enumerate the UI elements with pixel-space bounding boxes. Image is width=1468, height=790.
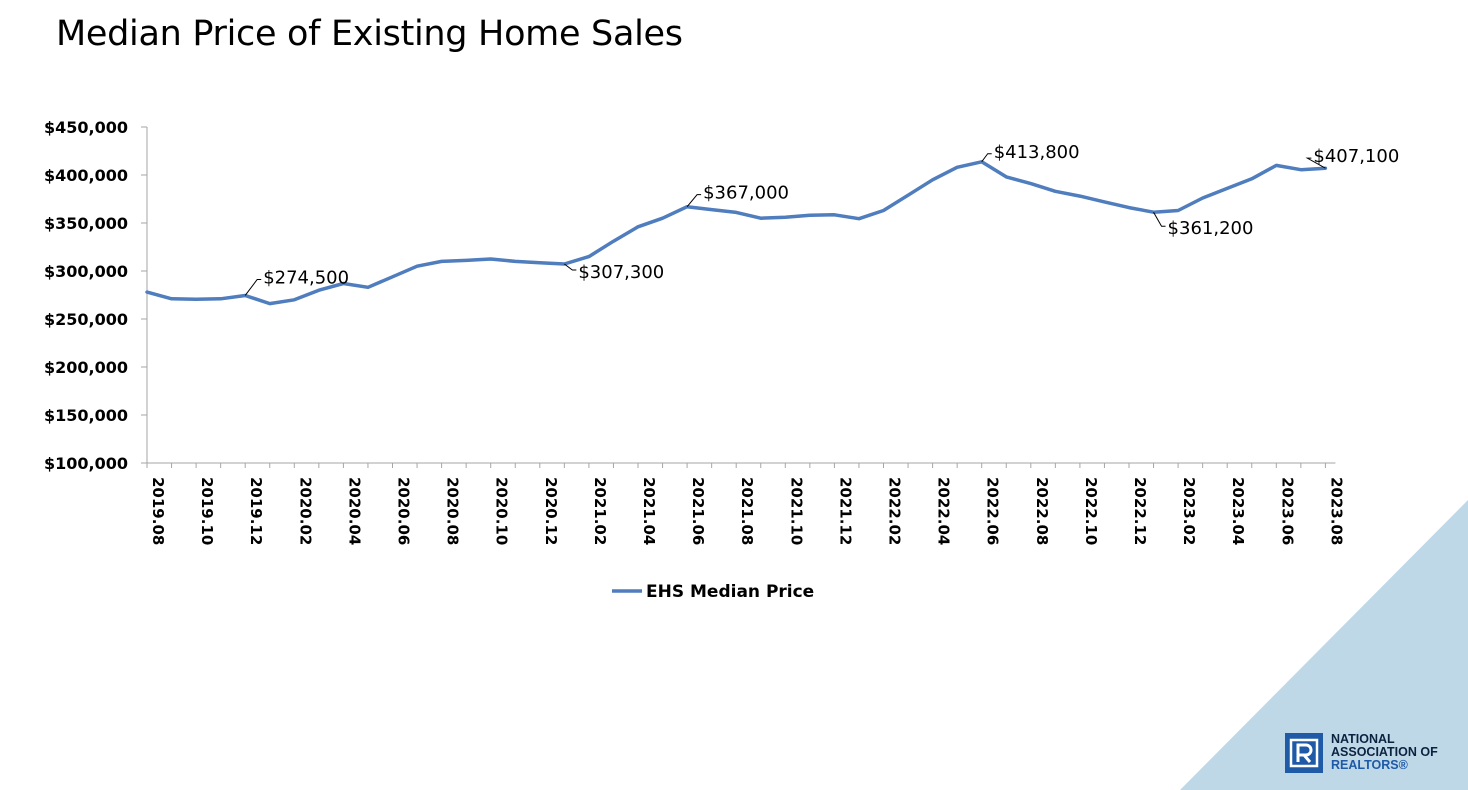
- y-tick-label: $350,000: [44, 214, 128, 233]
- x-tick-label: 2020.12: [542, 477, 560, 545]
- logo-line-1: NATIONAL: [1331, 732, 1395, 746]
- x-tick-label: 2022.02: [886, 477, 904, 545]
- y-tick-label: $250,000: [44, 310, 128, 329]
- data-label-leader: [564, 263, 577, 271]
- nar-logo: NATIONAL ASSOCIATION OF REALTORS®: [1285, 733, 1460, 775]
- x-tick-label: 2022.10: [1082, 477, 1100, 545]
- x-tick-label: 2021.10: [787, 477, 805, 545]
- series-line-ehs-median-price: [145, 160, 1328, 306]
- y-tick-label: $200,000: [44, 358, 128, 377]
- data-label-leader: [244, 278, 262, 296]
- x-tick-label: 2020.10: [493, 477, 511, 545]
- data-label-leader: [981, 153, 992, 163]
- y-tick-label: $100,000: [44, 454, 128, 473]
- x-tick-label: 2021.04: [640, 477, 658, 545]
- logo-wordmark: NATIONAL ASSOCIATION OF REALTORS®: [1331, 733, 1461, 772]
- data-label-leader: [1153, 211, 1166, 227]
- x-tick-label: 2019.08: [149, 477, 167, 545]
- x-tick-label: 2019.10: [198, 477, 216, 545]
- x-tick-label: 2021.06: [689, 477, 707, 545]
- x-tick-label: 2022.08: [1033, 477, 1051, 545]
- data-label: $307,300: [578, 262, 664, 283]
- data-label: $367,000: [703, 183, 789, 204]
- y-tick-label: $450,000: [44, 118, 128, 137]
- x-tick-label: 2021.08: [738, 477, 756, 545]
- x-tick-label: 2020.04: [345, 477, 363, 545]
- x-tick-label: 2023.02: [1180, 477, 1198, 545]
- x-tick-label: 2023.08: [1327, 477, 1345, 545]
- y-tick-label: $300,000: [44, 262, 128, 281]
- x-tick-label: 2020.02: [296, 477, 314, 545]
- data-label-leader: [686, 194, 702, 208]
- y-tick-label: $150,000: [44, 406, 128, 425]
- data-label: $413,800: [994, 142, 1080, 163]
- logo-line-3: REALTORS®: [1331, 758, 1408, 772]
- x-tick-label: 2021.02: [591, 477, 609, 545]
- x-tick-label: 2019.12: [247, 477, 265, 545]
- data-label-leader: [1305, 157, 1326, 169]
- x-tick-label: 2020.08: [444, 477, 462, 545]
- x-tick-label: 2022.12: [1131, 477, 1149, 545]
- x-tick-label: 2022.06: [984, 477, 1002, 545]
- corner-triangle: [1180, 500, 1468, 790]
- x-tick-label: 2023.06: [1278, 477, 1296, 545]
- x-tick-label: 2021.12: [836, 477, 854, 545]
- x-tick-label: 2020.06: [395, 477, 413, 545]
- page-title: Median Price of Existing Home Sales: [56, 14, 683, 54]
- y-tick-label: $400,000: [44, 166, 128, 185]
- x-tick-label: 2023.04: [1229, 477, 1247, 545]
- legend-label: EHS Median Price: [646, 582, 814, 602]
- realtor-r-logo-icon: [1285, 733, 1323, 773]
- data-label: $407,100: [1313, 146, 1399, 167]
- logo-line-2: ASSOCIATION OF: [1331, 745, 1438, 759]
- data-label: $274,500: [263, 267, 349, 288]
- x-tick-label: 2022.04: [935, 477, 953, 545]
- data-label: $361,200: [1168, 218, 1254, 239]
